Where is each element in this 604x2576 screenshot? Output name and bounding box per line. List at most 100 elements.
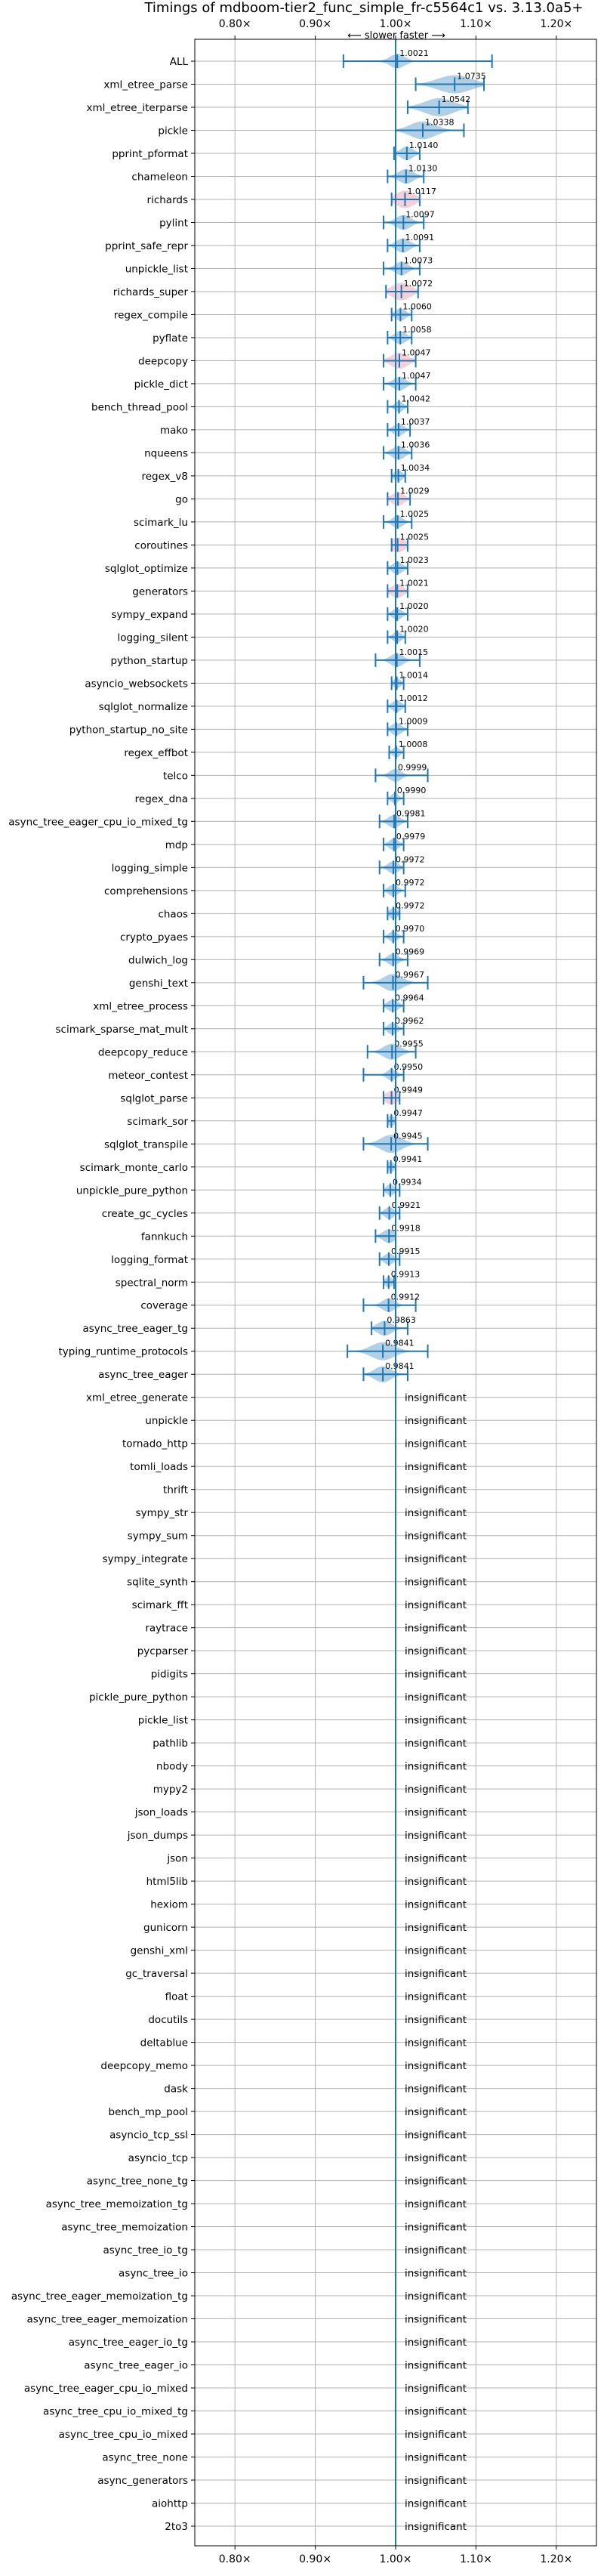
value-label: 0.9972	[396, 854, 425, 864]
benchmark-row: mdp 0.9979	[165, 832, 596, 851]
benchmark-row: sympy_expand 1.0020	[111, 601, 596, 621]
benchmark-row: genshi_text 0.9967	[129, 970, 596, 992]
benchmark-label: meteor_contest	[108, 1070, 188, 1082]
benchmark-label: mypy2	[153, 1784, 188, 1796]
value-label: 0.9950	[394, 1062, 424, 1072]
benchmark-label: python_startup_no_site	[69, 724, 188, 736]
benchmark-row: deepcopy_reduce 0.9955	[98, 1039, 596, 1060]
x-tick-label: 1.20×	[540, 2553, 572, 2565]
benchmark-label: tornado_http	[122, 1438, 188, 1450]
benchmark-row: async_tree_eager_memoization_tg insignifi…	[11, 2290, 596, 2303]
benchmark-label: bench_thread_pool	[91, 401, 188, 413]
benchmark-label: pylint	[159, 217, 188, 229]
value-label: 1.0338	[425, 117, 455, 127]
benchmark-label: async_tree_eager_tg	[82, 1323, 188, 1335]
benchmark-row: crypto_pyaes 0.9970	[120, 924, 596, 944]
benchmark-row: pickle 1.0338	[158, 117, 596, 140]
benchmark-row: asyncio_tcp insignificant	[128, 2152, 596, 2164]
benchmark-label: async_tree_none	[102, 2452, 188, 2464]
benchmark-row: aiohttp insignificant	[152, 2498, 596, 2510]
insignificant-label: insignificant	[405, 2498, 467, 2510]
benchmark-row: chaos 0.9972	[158, 900, 596, 921]
insignificant-label: insignificant	[405, 2130, 467, 2142]
benchmark-label: mdp	[165, 839, 188, 851]
insignificant-label: insignificant	[405, 2314, 467, 2326]
benchmark-row: coroutines 1.0025	[134, 532, 596, 553]
benchmark-row: gc_traversal insignificant	[125, 1968, 596, 1980]
benchmark-row: async_tree_eager_cpu_io_mixed insignifica…	[24, 2383, 596, 2395]
benchmark-label: pycparser	[137, 1645, 189, 1657]
benchmark-label: async_tree_io_tg	[103, 2244, 188, 2256]
benchmark-row: generators 1.0021	[132, 578, 596, 598]
benchmark-label: 2to3	[165, 2521, 188, 2533]
benchmark-row: tornado_http insignificant	[122, 1438, 596, 1450]
value-label: 1.0037	[401, 417, 430, 427]
benchmark-label: sqlglot_normalize	[99, 701, 188, 713]
benchmark-row: async_generators insignificant	[97, 2475, 596, 2487]
benchmark-label: asyncio_websockets	[85, 678, 188, 690]
benchmark-row: async_tree_io insignificant	[119, 2268, 596, 2280]
benchmark-label: chameleon	[131, 171, 188, 183]
benchmark-row: sqlite_synth insignificant	[127, 1577, 596, 1589]
value-label: 0.9863	[387, 1315, 416, 1325]
benchmark-row: fannkuch 0.9918	[141, 1223, 596, 1243]
value-label: 0.9949	[394, 1085, 424, 1095]
benchmark-row: sympy_sum insignificant	[128, 1530, 596, 1543]
value-label: 1.0023	[399, 555, 429, 565]
benchmark-row: async_tree_memoization_tg insignificant	[46, 2198, 596, 2210]
direction-label: ⟵ slower faster ⟶	[347, 30, 445, 42]
benchmark-row: scimark_sor 0.9947	[127, 1108, 596, 1128]
benchmark-row: async_tree_cpu_io_mixed insignificant	[59, 2429, 596, 2441]
benchmark-row: nqueens 1.0036	[144, 440, 596, 460]
benchmark-row: async_tree_eager_io_tg insignificant	[69, 2337, 596, 2349]
benchmark-row: pylint 1.0097	[159, 209, 596, 230]
benchmark-label: richards	[147, 194, 188, 206]
value-label: 1.0021	[399, 48, 429, 58]
benchmark-label: deltablue	[140, 2037, 188, 2049]
value-label: 0.9981	[396, 808, 426, 818]
benchmark-label: deepcopy	[138, 355, 188, 367]
benchmark-label: pickle_dict	[134, 378, 188, 391]
benchmark-row: mypy2 insignificant	[153, 1784, 596, 1796]
insignificant-label: insignificant	[405, 1438, 467, 1450]
benchmark-label: xml_etree_parse	[103, 79, 188, 91]
value-label: 1.0140	[409, 141, 439, 150]
value-label: 1.0073	[404, 255, 433, 265]
benchmark-row: 2to3 insignificant	[165, 2521, 596, 2533]
benchmark-label: json_dumps	[127, 1830, 188, 1842]
benchmark-label: unpickle_pure_python	[76, 1185, 188, 1197]
insignificant-label: insignificant	[405, 1415, 467, 1427]
benchmark-label: xml_etree_process	[93, 1000, 188, 1012]
chart-title: Timings of mdboom-tier2_func_simple_fr-c…	[143, 0, 583, 16]
benchmark-row: sqlglot_parse 0.9949	[120, 1085, 596, 1105]
benchmark-label: float	[165, 1991, 188, 2003]
value-label: 0.9972	[396, 900, 425, 910]
benchmark-row: logging_silent 1.0020	[118, 624, 596, 644]
benchmark-label: coverage	[140, 1300, 188, 1312]
benchmark-label: html5lib	[146, 1876, 188, 1888]
benchmark-row: comprehensions 0.9972	[104, 878, 596, 897]
benchmark-label: pidigits	[151, 1669, 188, 1681]
benchmark-label: logging_format	[111, 1254, 188, 1266]
insignificant-label: insignificant	[405, 1599, 467, 1611]
value-label: 1.0034	[401, 463, 430, 473]
benchmark-label: hexiom	[150, 1899, 188, 1911]
benchmark-row: go 1.0029	[175, 486, 596, 506]
benchmark-label: xml_etree_generate	[86, 1392, 188, 1404]
benchmark-row: pprint_pformat 1.0140	[112, 141, 596, 160]
benchmark-label: async_tree_io	[119, 2268, 188, 2280]
benchmark-label: richards_super	[113, 286, 189, 298]
benchmark-row: xml_etree_process 0.9964	[93, 993, 596, 1013]
insignificant-label: insignificant	[405, 2268, 467, 2280]
benchmark-row: regex_dna 0.9990	[135, 786, 596, 805]
benchmark-label: sympy_integrate	[103, 1553, 188, 1565]
benchmark-label: genshi_text	[129, 978, 188, 990]
benchmark-label: pprint_pformat	[112, 148, 188, 160]
insignificant-label: insignificant	[405, 2452, 467, 2464]
benchmark-row: asyncio_websockets 1.0014	[85, 670, 596, 690]
benchmark-row: async_tree_eager_tg 0.9863	[82, 1315, 596, 1336]
benchmark-label: aiohttp	[152, 2498, 188, 2510]
benchmark-row: unpickle_list 1.0073	[125, 255, 596, 276]
benchmark-row: genshi_xml insignificant	[131, 1945, 596, 1957]
